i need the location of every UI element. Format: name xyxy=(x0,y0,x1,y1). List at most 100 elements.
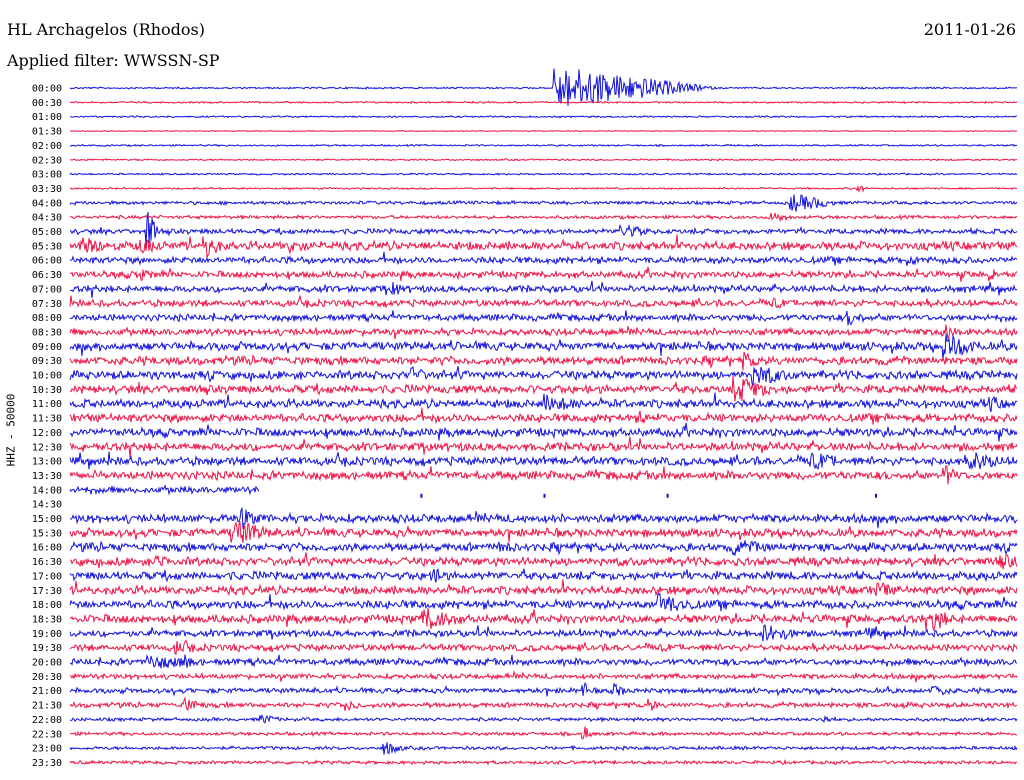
trace-row xyxy=(69,451,1018,471)
time-tick-label: 12:30 xyxy=(32,442,62,453)
time-tick-label: 07:00 xyxy=(32,284,62,295)
time-tick-label: 19:30 xyxy=(32,643,62,654)
time-tick-label: 13:30 xyxy=(32,471,62,482)
trace-row xyxy=(69,130,1018,133)
trace-row xyxy=(69,392,1018,412)
trace-row xyxy=(69,540,1018,556)
trace-row xyxy=(69,333,1018,360)
time-tick-label: 07:30 xyxy=(32,299,62,310)
trace-row xyxy=(69,157,1018,162)
trace-row xyxy=(69,591,1018,612)
time-tick-label: 01:30 xyxy=(32,127,62,138)
trace-row xyxy=(69,100,1018,105)
time-tick-label: 00:30 xyxy=(32,98,62,109)
time-tick-label: 03:30 xyxy=(32,184,62,195)
time-tick-label: 21:00 xyxy=(32,686,62,697)
trace-row xyxy=(69,484,260,496)
time-tick-label: 22:30 xyxy=(32,729,62,740)
trace-row xyxy=(69,696,1018,711)
filter-label: Applied filter: WWSSN-SP xyxy=(7,51,220,70)
time-tick-label: 00:00 xyxy=(32,84,62,95)
trace-row xyxy=(69,212,1018,223)
time-tick-label: 10:30 xyxy=(32,385,62,396)
time-tick-label: 16:30 xyxy=(32,557,62,568)
trace-row xyxy=(69,607,1018,632)
trace-row xyxy=(69,758,1018,766)
time-tick-label: 15:00 xyxy=(32,514,62,525)
trace-row xyxy=(69,184,1018,193)
date-label: 2011-01-26 xyxy=(923,20,1016,39)
time-tick-label: 09:30 xyxy=(32,356,62,367)
time-tick-label: 15:30 xyxy=(32,528,62,539)
trace-row xyxy=(69,639,1018,655)
trace-row xyxy=(69,726,1018,740)
time-tick-label: 03:00 xyxy=(32,170,62,181)
time-tick-label: 14:00 xyxy=(32,485,62,496)
trace-row xyxy=(69,194,1018,212)
trace-row xyxy=(69,365,1018,387)
trace-row xyxy=(69,653,1018,669)
trace-row xyxy=(69,624,1018,642)
time-tick-label: 09:00 xyxy=(32,342,62,353)
time-tick-label: 12:00 xyxy=(32,428,62,439)
time-tick-label: 02:00 xyxy=(32,141,62,152)
time-tick-label: 11:00 xyxy=(32,399,62,410)
time-tick-label: 01:00 xyxy=(32,112,62,123)
time-tick-label: 23:30 xyxy=(32,758,62,769)
time-tick-label: 18:00 xyxy=(32,600,62,611)
time-tick-label: 13:00 xyxy=(32,457,62,468)
trace-row xyxy=(69,280,1018,298)
trace-row xyxy=(69,422,1018,442)
trace-row xyxy=(69,294,1018,309)
trace-row xyxy=(69,234,1018,258)
time-tick-label: 18:30 xyxy=(32,614,62,625)
time-tick-label: 19:00 xyxy=(32,629,62,640)
trace-row xyxy=(69,713,1018,724)
time-tick-label: 04:00 xyxy=(32,198,62,209)
trace-row xyxy=(69,351,1018,371)
time-tick-label: 20:00 xyxy=(32,658,62,669)
trace-row xyxy=(69,579,1018,597)
time-tick-label: 10:00 xyxy=(32,371,62,382)
trace-row xyxy=(69,114,1018,119)
time-tick-label: 05:00 xyxy=(32,227,62,238)
time-tick-label: 02:30 xyxy=(32,155,62,166)
trace-row xyxy=(69,742,1018,755)
time-tick-label: 20:30 xyxy=(32,672,62,683)
trace-row xyxy=(69,521,1018,544)
time-tick-label: 22:00 xyxy=(32,715,62,726)
time-tick-label: 06:30 xyxy=(32,270,62,281)
trace-row xyxy=(69,465,1018,485)
station-title: HL Archagelos (Rhodos) xyxy=(7,20,205,39)
time-tick-label: 21:30 xyxy=(32,701,62,712)
time-tick-label: 05:30 xyxy=(32,241,62,252)
trace-row xyxy=(69,324,1018,340)
time-tick-label: 11:30 xyxy=(32,414,62,425)
trace-fragment xyxy=(420,493,423,498)
time-tick-label: 17:00 xyxy=(32,571,62,582)
trace-fragment xyxy=(666,493,669,498)
time-tick-label: 08:00 xyxy=(32,313,62,324)
trace-row xyxy=(69,568,1018,583)
time-tick-label: 14:30 xyxy=(32,500,62,511)
time-tick-label: 06:00 xyxy=(32,256,62,267)
trace-row xyxy=(69,552,1018,570)
trace-row xyxy=(69,436,1018,459)
trace-row xyxy=(69,68,1018,106)
time-tick-label: 16:00 xyxy=(32,543,62,554)
trace-fragment xyxy=(874,493,877,498)
trace-row xyxy=(69,682,1018,697)
trace-row xyxy=(69,143,1018,148)
trace-row xyxy=(70,506,1018,529)
time-tick-label: 04:30 xyxy=(32,213,62,224)
trace-row xyxy=(69,310,1018,326)
trace-row xyxy=(69,251,1018,266)
time-tick-label: 17:30 xyxy=(32,586,62,597)
trace-row xyxy=(69,670,1018,683)
trace-row xyxy=(69,211,1018,246)
trace-row xyxy=(69,266,1018,282)
trace-row xyxy=(69,172,1018,176)
trace-row xyxy=(69,375,1018,402)
trace-row xyxy=(69,407,1018,425)
